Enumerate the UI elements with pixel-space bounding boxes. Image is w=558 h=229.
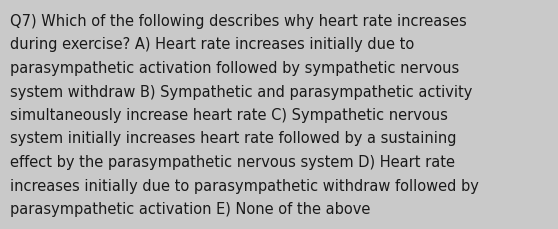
- Text: simultaneously increase heart rate C) Sympathetic nervous: simultaneously increase heart rate C) Sy…: [10, 108, 448, 123]
- Text: during exercise? A) Heart rate increases initially due to: during exercise? A) Heart rate increases…: [10, 37, 414, 52]
- Text: effect by the parasympathetic nervous system D) Heart rate: effect by the parasympathetic nervous sy…: [10, 154, 455, 169]
- Text: system withdraw B) Sympathetic and parasympathetic activity: system withdraw B) Sympathetic and paras…: [10, 84, 473, 99]
- Text: Q7) Which of the following describes why heart rate increases: Q7) Which of the following describes why…: [10, 14, 466, 29]
- Text: increases initially due to parasympathetic withdraw followed by: increases initially due to parasympathet…: [10, 178, 479, 193]
- Text: parasympathetic activation followed by sympathetic nervous: parasympathetic activation followed by s…: [10, 61, 459, 76]
- Text: system initially increases heart rate followed by a sustaining: system initially increases heart rate fo…: [10, 131, 456, 146]
- Text: parasympathetic activation E) None of the above: parasympathetic activation E) None of th…: [10, 201, 371, 216]
